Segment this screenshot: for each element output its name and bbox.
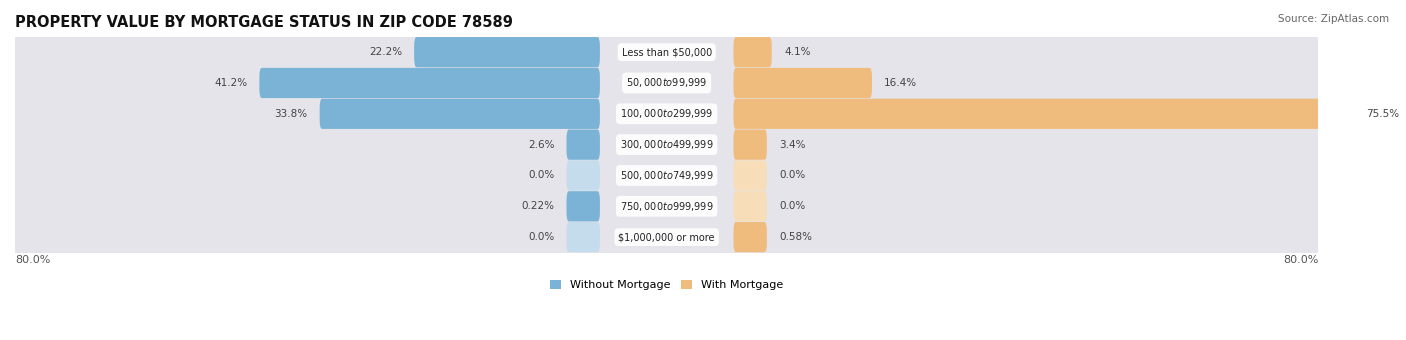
FancyBboxPatch shape: [567, 130, 600, 160]
FancyBboxPatch shape: [14, 183, 1319, 230]
FancyBboxPatch shape: [14, 59, 1319, 106]
Text: 16.4%: 16.4%: [884, 78, 917, 88]
FancyBboxPatch shape: [567, 160, 600, 191]
Text: Source: ZipAtlas.com: Source: ZipAtlas.com: [1278, 14, 1389, 23]
Text: PROPERTY VALUE BY MORTGAGE STATUS IN ZIP CODE 78589: PROPERTY VALUE BY MORTGAGE STATUS IN ZIP…: [15, 15, 513, 30]
FancyBboxPatch shape: [734, 68, 872, 98]
FancyBboxPatch shape: [319, 99, 600, 129]
Text: 22.2%: 22.2%: [368, 47, 402, 57]
FancyBboxPatch shape: [14, 214, 1319, 260]
FancyBboxPatch shape: [734, 160, 766, 191]
FancyBboxPatch shape: [14, 90, 1319, 137]
Text: $1,000,000 or more: $1,000,000 or more: [619, 232, 714, 242]
FancyBboxPatch shape: [415, 37, 600, 67]
FancyBboxPatch shape: [567, 222, 600, 252]
Text: 80.0%: 80.0%: [15, 255, 51, 265]
Text: 0.0%: 0.0%: [529, 232, 554, 242]
FancyBboxPatch shape: [567, 191, 600, 221]
Text: $500,000 to $749,999: $500,000 to $749,999: [620, 169, 713, 182]
FancyBboxPatch shape: [734, 222, 766, 252]
FancyBboxPatch shape: [14, 29, 1319, 75]
Text: 75.5%: 75.5%: [1365, 109, 1399, 119]
Text: Less than $50,000: Less than $50,000: [621, 47, 711, 57]
Text: 0.0%: 0.0%: [779, 170, 806, 181]
FancyBboxPatch shape: [259, 68, 600, 98]
Text: $750,000 to $999,999: $750,000 to $999,999: [620, 200, 713, 213]
FancyBboxPatch shape: [14, 152, 1319, 199]
Text: 2.6%: 2.6%: [527, 140, 554, 150]
FancyBboxPatch shape: [14, 121, 1319, 168]
FancyBboxPatch shape: [734, 37, 772, 67]
Text: 4.1%: 4.1%: [785, 47, 810, 57]
Text: $100,000 to $299,999: $100,000 to $299,999: [620, 107, 713, 120]
Text: 0.0%: 0.0%: [529, 170, 554, 181]
FancyBboxPatch shape: [734, 191, 766, 221]
Legend: Without Mortgage, With Mortgage: Without Mortgage, With Mortgage: [546, 275, 787, 294]
FancyBboxPatch shape: [734, 99, 1354, 129]
Text: 80.0%: 80.0%: [1284, 255, 1319, 265]
FancyBboxPatch shape: [734, 130, 766, 160]
Text: 33.8%: 33.8%: [274, 109, 308, 119]
Text: $300,000 to $499,999: $300,000 to $499,999: [620, 138, 713, 151]
Text: 0.0%: 0.0%: [779, 201, 806, 211]
Text: $50,000 to $99,999: $50,000 to $99,999: [626, 76, 707, 89]
Text: 3.4%: 3.4%: [779, 140, 806, 150]
Text: 0.58%: 0.58%: [779, 232, 813, 242]
Text: 0.22%: 0.22%: [522, 201, 554, 211]
Text: 41.2%: 41.2%: [214, 78, 247, 88]
